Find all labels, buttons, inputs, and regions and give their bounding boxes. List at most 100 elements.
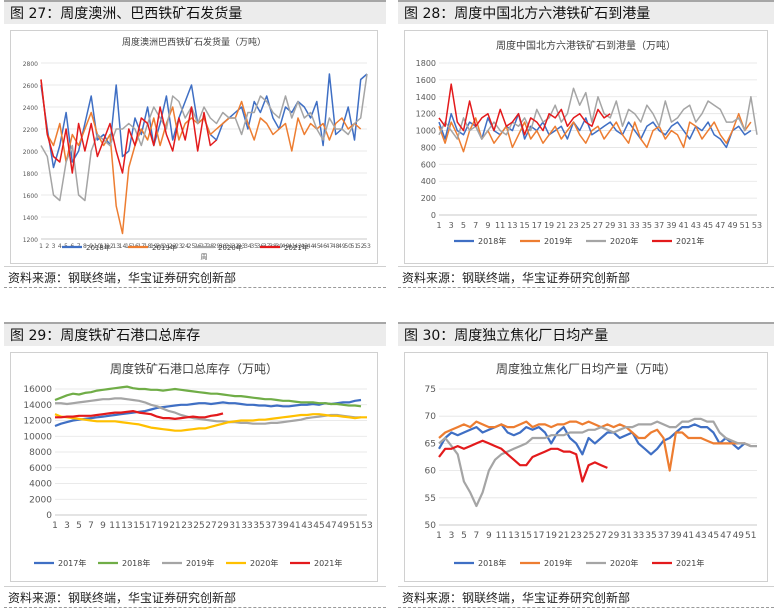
legend-label: 2020年: [250, 558, 278, 568]
series-line-2019年: [55, 397, 361, 425]
y-tick-label: 4000: [29, 480, 52, 490]
panel-2: 图 28：周度中国北方六港铁矿石到港量 周度中国北方六港铁矿石到港量（万吨） 0 2…: [398, 0, 774, 296]
x-tick-label: 48: [332, 243, 340, 250]
x-tick-label: 39: [666, 221, 676, 230]
chart-svg: 周度铁矿石港口总库存（万吨） 0 2000 4000 6000 8000 10000 1200…: [23, 361, 372, 568]
x-tick-label: 8: [83, 243, 87, 250]
chart-title: 周度中国北方六港铁矿石到港量（万吨）: [496, 39, 676, 52]
x-tick-label: 32: [232, 243, 240, 250]
series-line-2020年: [54, 413, 367, 432]
x-tick-label: 49: [733, 531, 745, 541]
x-tick-label: 33: [630, 221, 640, 230]
x-tick-label: 47: [326, 243, 334, 250]
chart-title: 周度澳洲巴西铁矿石发货量（万吨）: [122, 36, 266, 48]
x-tick-label: 9: [486, 531, 492, 541]
x-tick-label: 31: [617, 221, 627, 230]
x-tick-label: 51: [740, 221, 750, 230]
x-tick-label: 7: [474, 531, 480, 541]
x-tick-label: 1: [436, 531, 442, 541]
x-tick-label: 31: [225, 243, 233, 250]
x-tick-label: 31: [229, 521, 240, 531]
y-tick-label: 16000: [23, 385, 52, 395]
y-tick-label: 0: [431, 211, 436, 220]
x-tick-label: 27: [595, 531, 606, 541]
x-tick-label: 42: [294, 243, 302, 250]
panel-3: 图 29：周度铁矿石港口总库存 周度铁矿石港口总库存（万吨） 0 2000 4000 6…: [4, 322, 386, 612]
legend-label: 2021年: [314, 558, 342, 568]
x-tick-label: 17: [532, 221, 542, 230]
chart-area: 周度独立焦化厂日均产量（万吨） 50 55 60 65 70 75 1 3 5 7 9 11 13 15 17…: [404, 352, 768, 582]
x-tick-label: 29: [608, 531, 620, 541]
x-tick-label: 43: [301, 521, 312, 531]
x-tick-label: 53: [361, 521, 372, 531]
x-tick-label: 15: [520, 221, 530, 230]
source-note: 资料来源：钢联终端，华宝证券研究创新部: [4, 266, 386, 288]
series-line-2018年: [54, 385, 362, 408]
y-tick-label: 6000: [29, 464, 52, 474]
x-tick-label: 33: [633, 531, 644, 541]
y-tick-label: 1600: [416, 76, 436, 85]
x-tick-label: 25: [193, 521, 204, 531]
x-tick-label: 19: [544, 221, 554, 230]
series-line-2021年: [438, 83, 611, 136]
x-tick-label: 7: [473, 221, 478, 230]
y-tick-label: 2800: [23, 61, 38, 68]
x-tick-label: 15: [133, 521, 144, 531]
y-tick-label: 2400: [23, 105, 38, 112]
x-tick-label: 3: [64, 521, 70, 531]
x-tick-label: 3: [449, 221, 454, 230]
y-tick-label: 1200: [23, 237, 38, 244]
chart-title: 周度独立焦化厂日均产量（万吨）: [496, 361, 676, 376]
x-tick-label: 19: [546, 531, 558, 541]
x-tick-label: 9: [89, 243, 93, 250]
x-tick-label: 45: [708, 531, 719, 541]
x-tick-label: 29: [217, 521, 229, 531]
x-tick-label: 34: [244, 243, 252, 250]
x-tick-label: 53: [752, 221, 762, 230]
x-tick-label: 39: [277, 521, 289, 531]
x-tick-label: 21: [558, 531, 569, 541]
x-tick-label: 25: [581, 221, 591, 230]
x-tick-label: 13: [508, 531, 519, 541]
x-tick-label: 45: [313, 521, 324, 531]
x-tick-label: 50: [344, 243, 352, 250]
series-line-2021年: [438, 439, 608, 483]
x-tick-label: 25: [583, 531, 594, 541]
y-tick-label: 65: [425, 439, 436, 449]
x-tick-label: 19: [150, 243, 158, 250]
x-tick-label: 5: [461, 221, 466, 230]
x-tick-label: 41: [679, 221, 689, 230]
x-tick-label: 10: [94, 243, 102, 250]
y-tick-label: 55: [425, 494, 436, 504]
x-tick-label: 44: [307, 243, 315, 250]
x-tick-label: 35: [250, 243, 258, 250]
figure-header: 图 27：周度澳洲、巴西铁矿石发货量: [4, 0, 386, 24]
x-tick-label: 11: [100, 243, 108, 250]
legend-label: 2018年: [478, 236, 506, 246]
x-tick-label: 33: [241, 521, 252, 531]
y-tick-label: 400: [421, 177, 436, 186]
x-tick-label: 5: [76, 521, 82, 531]
y-tick-label: 0: [46, 511, 52, 521]
x-tick-label: 21: [556, 221, 566, 230]
legend-label: 2018年: [122, 558, 150, 568]
x-tick-label: 41: [289, 521, 300, 531]
series-line-2020年: [438, 417, 757, 508]
legend-label: 2018年: [478, 558, 506, 568]
chart-area: 周度中国北方六港铁矿石到港量（万吨） 0 200 400 600 800 1000 1200 1…: [404, 30, 768, 264]
x-tick-label: 43: [695, 531, 706, 541]
x-tick-label: 17: [145, 521, 156, 531]
x-tick-label: 52: [357, 243, 365, 250]
x-tick-label: 41: [288, 243, 296, 250]
x-tick-label: 27: [593, 221, 603, 230]
legend-label: 2018年: [86, 243, 111, 252]
legend-label: 2021年: [676, 236, 704, 246]
legend-label: 2020年: [610, 558, 638, 568]
x-tick-label: 1: [52, 521, 58, 531]
legend-label: 2019年: [152, 243, 177, 252]
x-tick-label: 49: [727, 221, 737, 230]
x-tick-label: 23: [570, 531, 581, 541]
x-tick-label: 29: [605, 221, 615, 230]
y-tick-label: 75: [425, 385, 436, 395]
x-tick-label: 35: [645, 531, 656, 541]
